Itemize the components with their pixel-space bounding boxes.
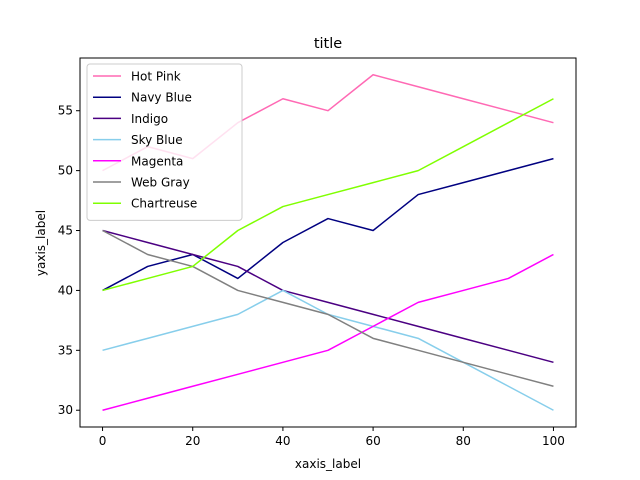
y-tick-label: 45: [58, 224, 73, 238]
legend-label-sky-blue: Sky Blue: [131, 133, 183, 147]
chart-title: title: [314, 36, 342, 52]
y-tick-label: 35: [58, 343, 73, 357]
series-line-magenta: [102, 253, 554, 411]
y-tick-label: 55: [58, 104, 73, 118]
y-tick-label: 50: [58, 164, 73, 178]
x-axis-ticks: 0 20 40 60 80 100: [99, 427, 565, 448]
legend: Hot Pink Navy Blue Indigo Sky Blue Magenta We…: [86, 63, 243, 221]
y-tick-label: 30: [58, 403, 73, 417]
x-tick-label: 60: [365, 434, 380, 448]
series-line-web-gray: [102, 229, 554, 387]
x-tick-label: 80: [456, 434, 471, 448]
plot-frame: [79, 57, 577, 428]
legend-label-magenta: Magenta: [131, 154, 183, 168]
series-line-indigo: [102, 229, 554, 364]
x-tick-label: 100: [542, 434, 565, 448]
legend-label-hot-pink: Hot Pink: [131, 70, 181, 84]
x-tick-label: 20: [185, 434, 200, 448]
x-axis-label: xaxis_label: [295, 457, 361, 471]
y-axis-label: yaxis_label: [34, 210, 48, 276]
y-tick-label: 40: [58, 283, 73, 297]
series-line-navy-blue: [102, 157, 554, 292]
y-axis-ticks: 30 35 40 45 50 55: [58, 104, 80, 417]
legend-box: [86, 63, 243, 221]
x-tick-label: 0: [99, 434, 107, 448]
legend-label-chartreuse: Chartreuse: [131, 197, 197, 211]
series-line-chartreuse: [102, 98, 554, 292]
legend-label-navy-blue: Navy Blue: [131, 91, 192, 105]
legend-label-web-gray: Web Gray: [131, 176, 190, 190]
legend-label-indigo: Indigo: [131, 112, 168, 126]
x-tick-label: 40: [275, 434, 290, 448]
